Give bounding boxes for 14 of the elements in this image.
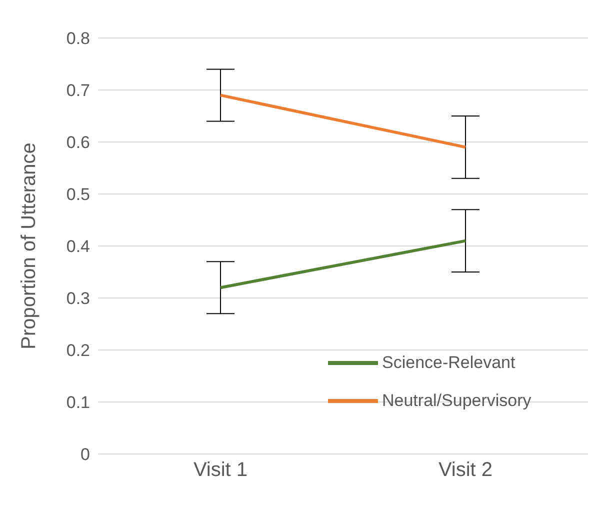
y-tick-label: 0.7 (66, 81, 90, 100)
y-tick-label: 0.3 (66, 289, 90, 308)
legend-label: Neutral/Supervisory (382, 391, 532, 411)
y-tick-label: 0.5 (66, 185, 90, 204)
y-tick-label: 0.6 (66, 133, 90, 152)
x-tick-label: Visit 2 (438, 459, 493, 482)
y-tick-label: 0.8 (66, 29, 90, 48)
y-tick-label: 0.1 (66, 393, 90, 412)
y-tick-label: 0.4 (66, 237, 90, 256)
y-axis-title: Proportion of Utterance (18, 142, 40, 350)
legend-label: Science-Relevant (382, 353, 516, 373)
y-tick-label: 0 (80, 445, 90, 464)
y-tick-label: 0.2 (66, 341, 90, 360)
x-tick-label: Visit 1 (193, 459, 248, 482)
